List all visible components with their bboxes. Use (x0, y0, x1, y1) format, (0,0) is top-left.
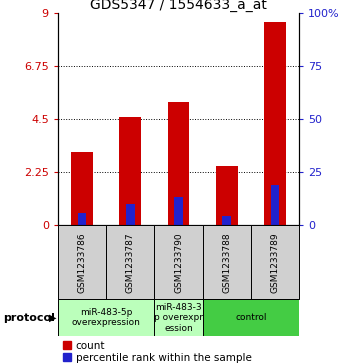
FancyBboxPatch shape (251, 225, 299, 299)
Bar (168, 102, 189, 225)
FancyBboxPatch shape (58, 225, 106, 299)
FancyBboxPatch shape (154, 225, 203, 299)
Text: miR-483-5p
overexpression: miR-483-5p overexpression (72, 308, 140, 327)
FancyBboxPatch shape (154, 299, 203, 336)
Text: GSM1233789: GSM1233789 (271, 232, 279, 293)
Bar (264, 22, 286, 225)
Text: ▶: ▶ (49, 313, 57, 323)
Text: protocol: protocol (3, 313, 55, 323)
Bar (271, 185, 279, 225)
Legend: count, percentile rank within the sample: count, percentile rank within the sample (63, 341, 251, 363)
Bar (119, 117, 141, 225)
Text: miR-483-3
p overexpr
ession: miR-483-3 p overexpr ession (154, 303, 203, 333)
FancyBboxPatch shape (203, 225, 251, 299)
Text: control: control (235, 313, 267, 322)
FancyBboxPatch shape (58, 299, 154, 336)
Text: GSM1233788: GSM1233788 (222, 232, 231, 293)
Bar (71, 152, 93, 225)
FancyBboxPatch shape (106, 225, 154, 299)
Text: GSM1233787: GSM1233787 (126, 232, 135, 293)
FancyBboxPatch shape (203, 299, 299, 336)
Title: GDS5347 / 1554633_a_at: GDS5347 / 1554633_a_at (90, 0, 267, 12)
Bar (78, 213, 86, 225)
Bar (174, 197, 183, 225)
Bar (222, 216, 231, 225)
Text: GSM1233786: GSM1233786 (78, 232, 86, 293)
Bar (126, 204, 135, 225)
Text: GSM1233790: GSM1233790 (174, 232, 183, 293)
Bar (216, 166, 238, 225)
